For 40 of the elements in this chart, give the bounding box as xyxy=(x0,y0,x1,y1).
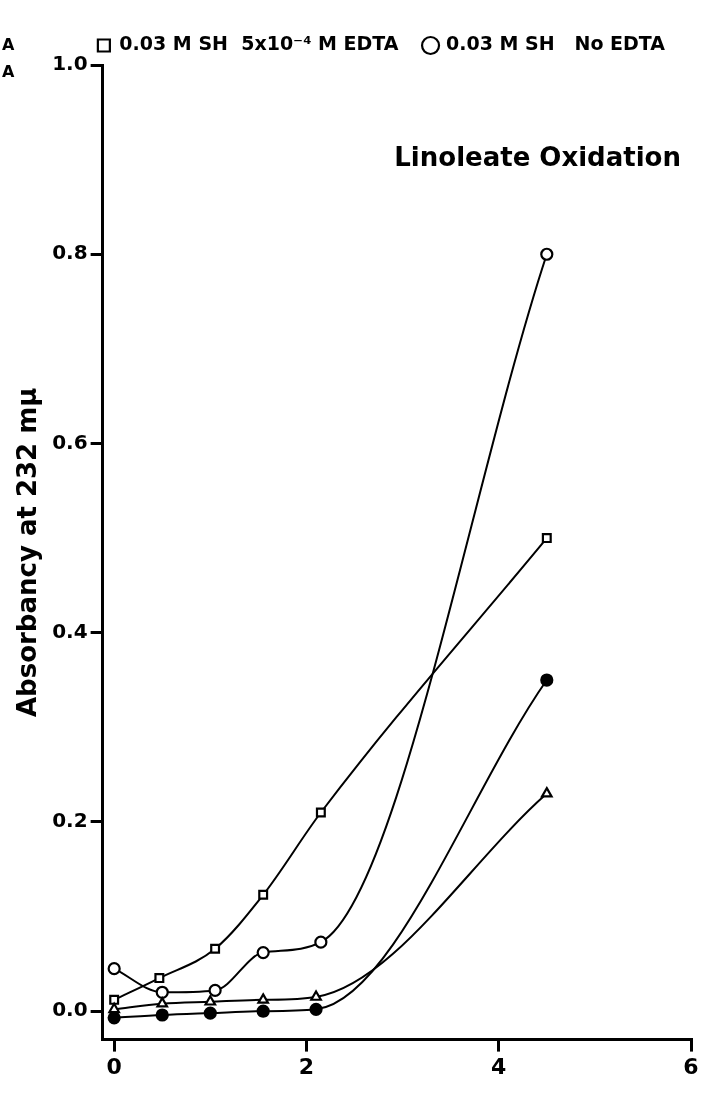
point xyxy=(109,994,120,1005)
point xyxy=(314,935,328,949)
point xyxy=(210,943,221,954)
y-tick-label: 0.2 xyxy=(52,808,88,833)
point xyxy=(257,993,270,1004)
point xyxy=(154,973,165,984)
point xyxy=(155,1008,169,1022)
point xyxy=(108,1002,121,1014)
point xyxy=(540,786,553,798)
legend-label: 0.03 M SH 5x10⁻⁴ M EDTA xyxy=(119,32,399,55)
x-tick-label: 4 xyxy=(491,1053,507,1079)
text: Linoleate Oxidation xyxy=(394,142,681,173)
x-tick-label: 2 xyxy=(298,1053,315,1079)
legend-label: 0.03 M SH No EDTA xyxy=(446,32,666,55)
point xyxy=(256,945,270,960)
text: A xyxy=(2,35,15,55)
text: A xyxy=(2,62,15,82)
y-tick-label: 0.4 xyxy=(52,618,88,643)
point xyxy=(540,247,554,261)
point xyxy=(107,1011,121,1025)
point xyxy=(203,1006,217,1020)
y-axis-title: Absorbancy at 232 mμ xyxy=(12,387,43,718)
x-tick-label: 0 xyxy=(106,1053,122,1079)
y-tick-label: 0.8 xyxy=(52,240,88,265)
point xyxy=(315,807,326,818)
y-tick-label: 1.0 xyxy=(52,51,88,76)
point xyxy=(208,983,222,997)
point xyxy=(256,1004,270,1018)
point xyxy=(107,962,121,976)
y-tick-label: 0.0 xyxy=(52,997,88,1022)
point xyxy=(310,990,322,1001)
point xyxy=(204,995,217,1006)
point xyxy=(155,985,169,999)
x-tick-label: 6 xyxy=(683,1053,699,1079)
point xyxy=(309,1002,323,1016)
point xyxy=(258,889,269,900)
point xyxy=(156,997,169,1008)
point xyxy=(541,533,552,544)
point xyxy=(540,673,554,687)
y-tick-label: 0.6 xyxy=(52,429,88,454)
